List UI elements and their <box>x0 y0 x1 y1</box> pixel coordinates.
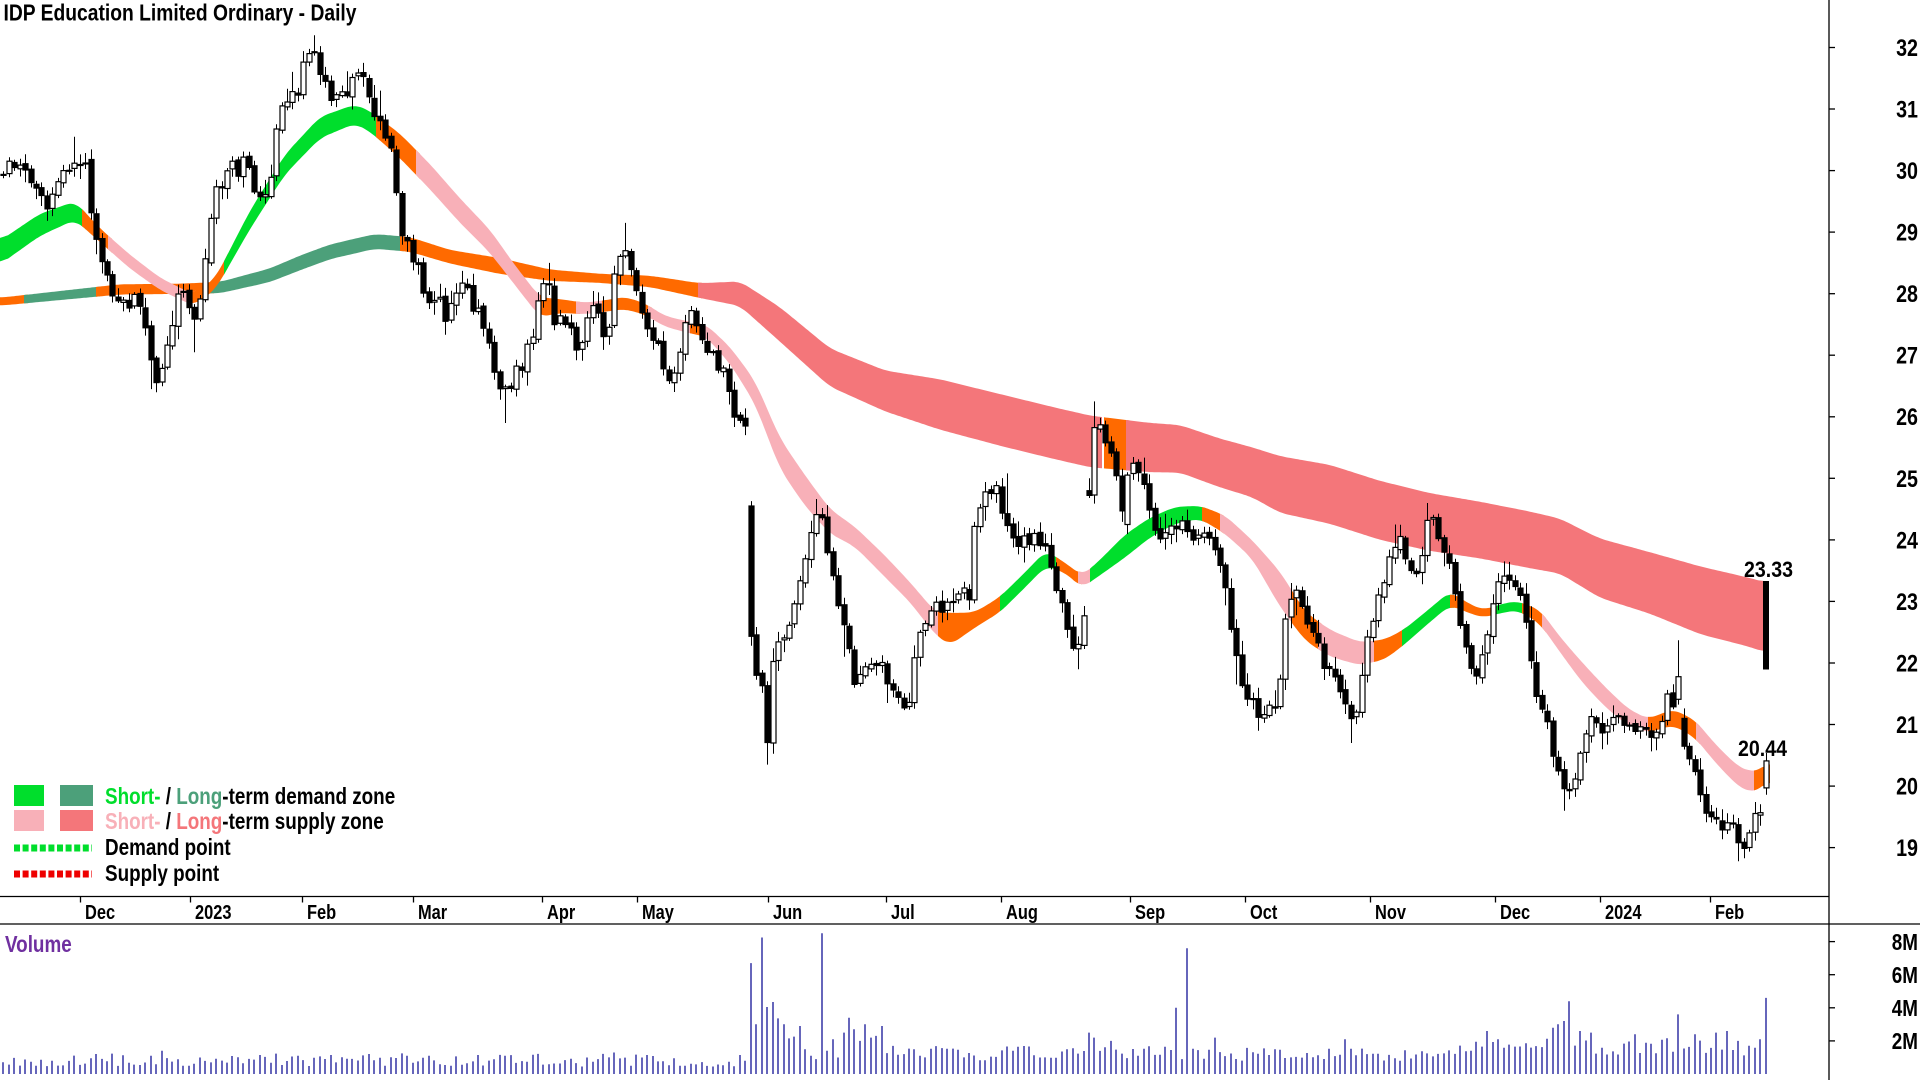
svg-text:2M: 2M <box>1892 1028 1918 1054</box>
svg-text:Dec: Dec <box>85 902 115 924</box>
svg-text:20.44: 20.44 <box>1738 736 1787 761</box>
svg-text:Feb: Feb <box>307 902 336 924</box>
svg-text:28: 28 <box>1896 281 1918 308</box>
svg-text:May: May <box>642 902 675 924</box>
svg-text:Jun: Jun <box>773 902 802 924</box>
svg-text:Jul: Jul <box>891 902 915 924</box>
svg-text:27: 27 <box>1896 343 1918 370</box>
svg-text:Nov: Nov <box>1375 902 1407 924</box>
svg-text:Demand point: Demand point <box>105 834 231 860</box>
svg-text:8M: 8M <box>1892 929 1918 955</box>
svg-text:/: / <box>161 808 177 834</box>
svg-text:20: 20 <box>1896 774 1918 801</box>
svg-text:Supply point: Supply point <box>105 860 219 886</box>
svg-text:31: 31 <box>1896 96 1918 123</box>
svg-text:2023: 2023 <box>195 902 232 924</box>
svg-text:/: / <box>161 783 177 809</box>
svg-text:26: 26 <box>1896 404 1918 431</box>
svg-text:Oct: Oct <box>1250 902 1278 924</box>
svg-text:Long: Long <box>176 808 222 834</box>
svg-text:IDP Education Limited Ordinary: IDP Education Limited Ordinary - Daily <box>4 0 357 26</box>
svg-text:-term demand zone: -term demand zone <box>222 783 395 809</box>
svg-text:24: 24 <box>1896 527 1918 554</box>
svg-text:4M: 4M <box>1892 995 1918 1021</box>
svg-text:6M: 6M <box>1892 962 1918 988</box>
svg-text:Apr: Apr <box>547 902 575 924</box>
svg-text:Volume: Volume <box>5 931 72 957</box>
svg-text:19: 19 <box>1896 835 1918 862</box>
svg-text:32: 32 <box>1896 35 1918 62</box>
svg-text:Short-: Short- <box>105 783 161 809</box>
svg-text:-term supply zone: -term supply zone <box>222 808 383 834</box>
svg-text:Aug: Aug <box>1006 902 1038 924</box>
svg-text:23.33: 23.33 <box>1744 557 1793 582</box>
svg-text:22: 22 <box>1896 650 1918 677</box>
svg-text:21: 21 <box>1896 712 1918 739</box>
svg-text:Mar: Mar <box>418 902 447 924</box>
svg-text:2024: 2024 <box>1605 902 1642 924</box>
svg-text:25: 25 <box>1896 466 1918 493</box>
svg-text:29: 29 <box>1896 220 1918 247</box>
svg-text:Feb: Feb <box>1715 902 1744 924</box>
svg-text:Sep: Sep <box>1135 902 1165 924</box>
svg-text:Short-: Short- <box>105 808 161 834</box>
svg-text:23: 23 <box>1896 589 1918 616</box>
svg-text:Long: Long <box>176 783 222 809</box>
svg-text:30: 30 <box>1896 158 1918 185</box>
svg-text:Dec: Dec <box>1500 902 1530 924</box>
